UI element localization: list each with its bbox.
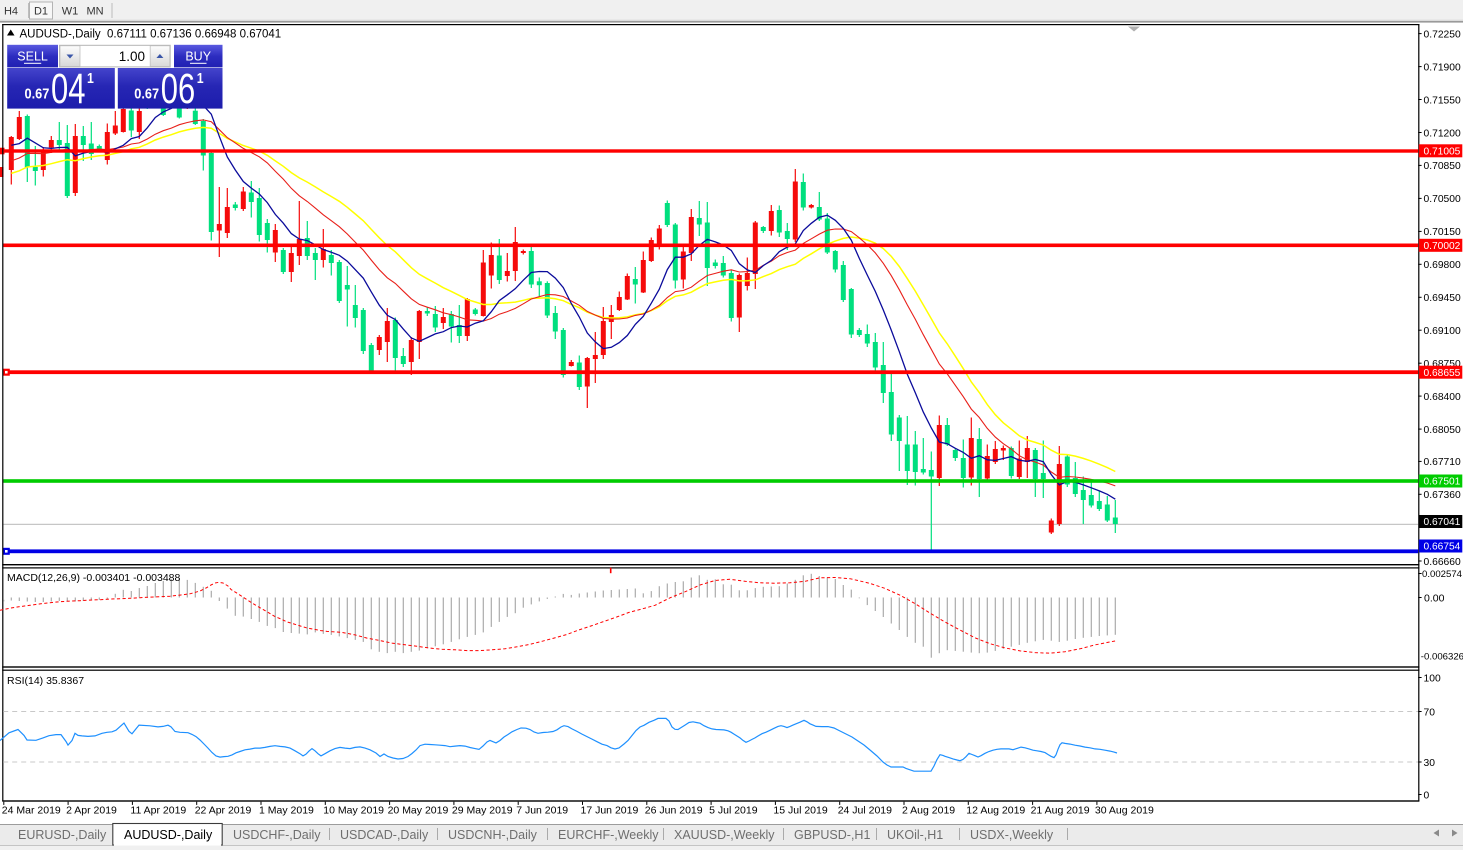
svg-text:0.68655: 0.68655 (1424, 368, 1461, 379)
svg-text:26 Jun 2019: 26 Jun 2019 (645, 805, 703, 817)
svg-text:USDX-,Weekly: USDX-,Weekly (970, 828, 1054, 842)
svg-text:0.71900: 0.71900 (1424, 62, 1461, 73)
svg-text:AUDUSD-,Daily: AUDUSD-,Daily (124, 828, 213, 842)
svg-text:04: 04 (51, 64, 85, 112)
svg-text:11 Apr 2019: 11 Apr 2019 (130, 805, 186, 817)
svg-text:-0.006326: -0.006326 (1421, 652, 1463, 663)
svg-text:0.67: 0.67 (134, 86, 159, 102)
svg-text:0.71200: 0.71200 (1424, 128, 1461, 139)
svg-text:USDCNH-,Daily: USDCNH-,Daily (448, 828, 538, 842)
svg-text:0.70002: 0.70002 (1424, 241, 1461, 252)
svg-text:MN: MN (86, 6, 103, 18)
svg-text:USDCAD-,Daily: USDCAD-,Daily (340, 828, 429, 842)
svg-text:30 Aug 2019: 30 Aug 2019 (1095, 805, 1154, 817)
svg-text:D1: D1 (34, 6, 48, 18)
svg-text:100: 100 (1424, 673, 1441, 684)
svg-text:USDCHF-,Daily: USDCHF-,Daily (233, 828, 321, 842)
svg-text:1: 1 (197, 70, 204, 86)
svg-text:0.69450: 0.69450 (1424, 293, 1461, 304)
svg-text:24 Jul 2019: 24 Jul 2019 (838, 805, 892, 817)
svg-text:12 Aug 2019: 12 Aug 2019 (966, 805, 1025, 817)
svg-text:0.002574: 0.002574 (1422, 569, 1463, 580)
svg-text:0.70500: 0.70500 (1424, 194, 1461, 205)
svg-text:0.68050: 0.68050 (1424, 425, 1461, 436)
svg-text:0.67501: 0.67501 (1424, 477, 1461, 488)
svg-text:2 Aug 2019: 2 Aug 2019 (902, 805, 955, 817)
svg-text:EURCHF-,Weekly: EURCHF-,Weekly (558, 828, 659, 842)
svg-text:W1: W1 (62, 6, 79, 18)
svg-text:17 Jun 2019: 17 Jun 2019 (581, 805, 639, 817)
svg-text:20 May 2019: 20 May 2019 (388, 805, 449, 817)
svg-text:0.66660: 0.66660 (1424, 557, 1461, 568)
svg-text:30: 30 (1424, 758, 1436, 769)
svg-text:AUDUSD-,Daily 0.67111 0.67136: AUDUSD-,Daily 0.67111 0.67136 0.66948 0.… (20, 29, 282, 41)
svg-text:H4: H4 (4, 6, 18, 18)
svg-text:70: 70 (1424, 707, 1436, 718)
svg-text:UKOil-,H1: UKOil-,H1 (887, 828, 943, 842)
svg-text:0.71550: 0.71550 (1424, 95, 1461, 106)
svg-text:10 May 2019: 10 May 2019 (323, 805, 384, 817)
svg-text:SELL: SELL (17, 49, 48, 63)
svg-text:0: 0 (1424, 790, 1430, 801)
svg-text:BUY: BUY (185, 49, 211, 63)
svg-text:MACD(12,26,9) -0.003401 -0.003: MACD(12,26,9) -0.003401 -0.003488 (7, 572, 181, 584)
svg-text:0.70150: 0.70150 (1424, 227, 1461, 238)
svg-text:21 Aug 2019: 21 Aug 2019 (1031, 805, 1090, 817)
svg-text:1: 1 (87, 70, 94, 86)
svg-text:22 Apr 2019: 22 Apr 2019 (195, 805, 252, 817)
svg-text:5 Jul 2019: 5 Jul 2019 (709, 805, 758, 817)
svg-text:0.68750: 0.68750 (1424, 359, 1461, 370)
svg-text:0.67: 0.67 (25, 86, 50, 102)
svg-text:0.69800: 0.69800 (1424, 260, 1461, 271)
svg-text:7 Jun 2019: 7 Jun 2019 (516, 805, 568, 817)
svg-text:24 Mar 2019: 24 Mar 2019 (2, 805, 61, 817)
svg-text:29 May 2019: 29 May 2019 (452, 805, 513, 817)
svg-text:1.00: 1.00 (119, 49, 145, 64)
svg-text:XAUUSD-,Weekly: XAUUSD-,Weekly (674, 828, 775, 842)
svg-text:15 Jul 2019: 15 Jul 2019 (773, 805, 827, 817)
svg-text:EURUSD-,Daily: EURUSD-,Daily (18, 828, 107, 842)
svg-text:0.66754: 0.66754 (1424, 542, 1461, 553)
svg-text:0.71005: 0.71005 (1424, 147, 1461, 158)
svg-text:2 Apr 2019: 2 Apr 2019 (66, 805, 117, 817)
svg-text:0.67710: 0.67710 (1424, 457, 1461, 468)
svg-text:0.00: 0.00 (1424, 592, 1445, 604)
svg-text:RSI(14) 35.8367: RSI(14) 35.8367 (7, 675, 84, 687)
svg-text:0.68400: 0.68400 (1424, 392, 1461, 403)
svg-text:0.69100: 0.69100 (1424, 326, 1461, 337)
svg-text:0.72250: 0.72250 (1424, 29, 1461, 40)
svg-text:1 May 2019: 1 May 2019 (259, 805, 314, 817)
svg-text:0.67041: 0.67041 (1424, 517, 1461, 528)
svg-text:0.70850: 0.70850 (1424, 161, 1461, 172)
svg-text:0.67360: 0.67360 (1424, 490, 1461, 501)
svg-text:06: 06 (161, 64, 195, 112)
svg-text:GBPUSD-,H1: GBPUSD-,H1 (794, 828, 870, 842)
